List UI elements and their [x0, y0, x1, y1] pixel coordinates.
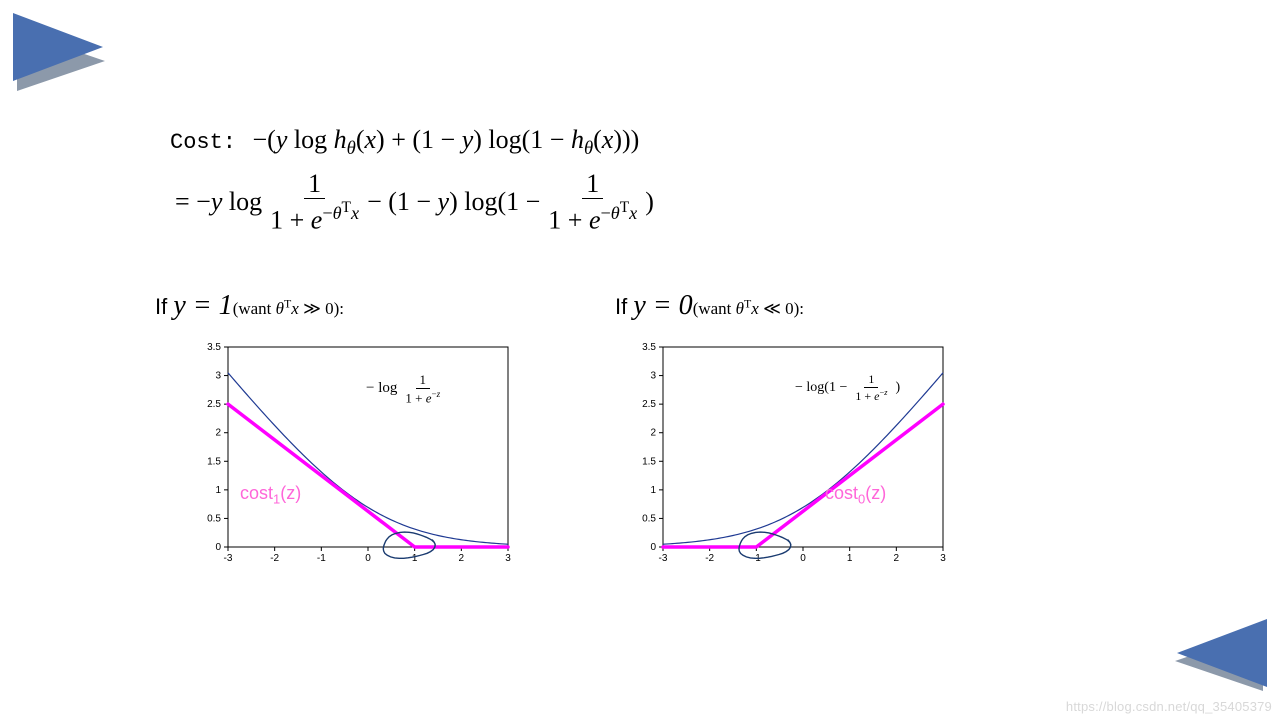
svg-text:-3: -3 — [659, 553, 668, 564]
svg-text:1: 1 — [847, 553, 853, 564]
corner-decoration-top — [5, 5, 125, 100]
eq-line2-c: ) — [645, 187, 654, 217]
svg-text:0: 0 — [365, 553, 371, 564]
heading-y0-eq: y = 0 — [633, 290, 692, 321]
svg-text:3.5: 3.5 — [207, 342, 221, 353]
equation-line2: = −y log 1 1 + e−θTx − (1 − y) log(1 − 1… — [175, 170, 654, 234]
equation-line1: Cost: −(y log hθ(x) + (1 − y) log(1 − hθ… — [170, 125, 639, 160]
svg-text:2.5: 2.5 — [642, 399, 656, 410]
chart-cost0-label: cost0(z) — [825, 483, 886, 507]
svg-text:0: 0 — [215, 542, 221, 553]
chart-cost1-svg: 0 0.5 1 1.5 2 2.5 3 3.5 -3 -2 -1 0 1 2 3 — [190, 335, 520, 575]
heading-y1-eq: y = 1 — [173, 290, 232, 321]
svg-text:-2: -2 — [270, 553, 279, 564]
corner-decoration-bottom — [1155, 607, 1275, 702]
svg-text:3.5: 3.5 — [642, 342, 656, 353]
chart-cost0-formula: − log(1 − 1 1 + e−z ) — [795, 373, 900, 402]
svg-text:3: 3 — [215, 371, 221, 382]
svg-text:3: 3 — [650, 371, 656, 382]
eq-line1-content: −(y log hθ(x) + (1 − y) log(1 − hθ(x))) — [253, 125, 640, 154]
heading-y1: If y = 1(want θTx ≫ 0): — [155, 290, 344, 322]
svg-text:2: 2 — [650, 428, 656, 439]
svg-text:1.5: 1.5 — [207, 456, 221, 467]
chart-cost1: 0 0.5 1 1.5 2 2.5 3 3.5 -3 -2 -1 0 1 2 3 − log 1 1 + e… — [190, 335, 520, 580]
eq-line2-b: − (1 − y) log(1 − — [367, 187, 540, 217]
frac-1: 1 1 + e−θTx — [266, 170, 363, 234]
svg-text:1.5: 1.5 — [642, 456, 656, 467]
svg-text:2: 2 — [894, 553, 900, 564]
svg-text:1: 1 — [215, 485, 221, 496]
svg-text:3: 3 — [940, 553, 946, 564]
svg-text:2.5: 2.5 — [207, 399, 221, 410]
cost-prefix: Cost: — [170, 130, 236, 155]
svg-text:1: 1 — [412, 553, 418, 564]
svg-text:2: 2 — [215, 428, 221, 439]
heading-y0: If y = 0(want θTx ≪ 0): — [615, 290, 804, 322]
heading-y1-want: (want θTx ≫ 0): — [233, 299, 344, 318]
svg-text:0.5: 0.5 — [207, 513, 221, 524]
svg-text:2: 2 — [459, 553, 465, 564]
svg-text:-3: -3 — [224, 553, 233, 564]
chart-cost1-label: cost1(z) — [240, 483, 301, 507]
chart-cost0: 00.511.522.533.5-3-2-10123 − log(1 − 1 1… — [625, 335, 955, 580]
svg-text:-2: -2 — [705, 553, 714, 564]
svg-text:-1: -1 — [317, 553, 326, 564]
svg-text:1: 1 — [650, 485, 656, 496]
chart-cost0-svg: 00.511.522.533.5-3-2-10123 — [625, 335, 955, 575]
svg-text:0: 0 — [650, 542, 656, 553]
eq-line2-a: = −y log — [175, 187, 262, 217]
heading-y0-want: (want θTx ≪ 0): — [693, 299, 804, 318]
watermark: https://blog.csdn.net/qq_35405379 — [1066, 699, 1272, 714]
frac-2: 1 1 + e−θTx — [544, 170, 641, 234]
chart-cost1-formula: − log 1 1 + e−z — [366, 373, 448, 405]
slide-root: { "decoration": { "top_triangle_color": … — [0, 0, 1280, 720]
svg-text:0: 0 — [800, 553, 806, 564]
svg-text:0.5: 0.5 — [642, 513, 656, 524]
svg-text:3: 3 — [505, 553, 511, 564]
